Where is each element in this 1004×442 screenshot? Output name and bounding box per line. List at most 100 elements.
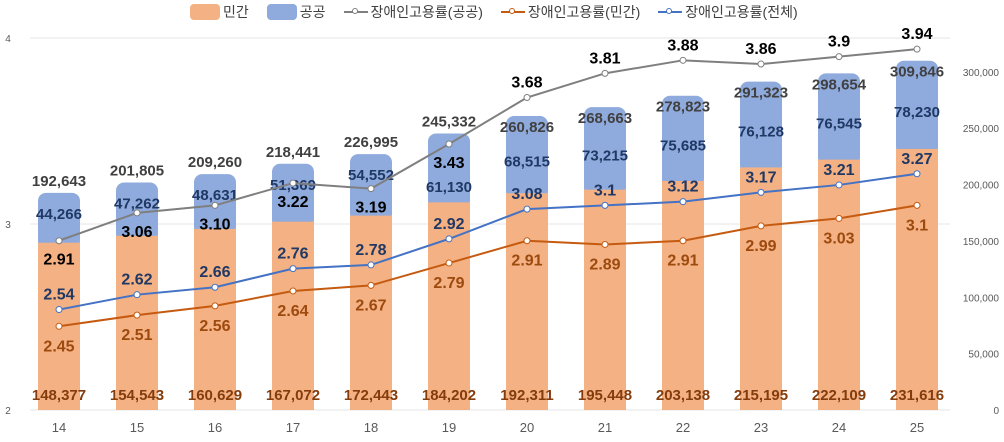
legend: 민간 공공 장애인고용률(공공) 장애인고용률(민간) 장애인고용률(전체) (190, 2, 798, 22)
legend-item-private: 민간 (190, 2, 249, 22)
rate-label: 3.43 (433, 155, 464, 172)
bar-public (818, 73, 860, 166)
right-tick-label: 0 (993, 406, 999, 417)
line-point (757, 222, 765, 230)
line-point (55, 306, 63, 314)
public-count-label: 76,128 (738, 124, 784, 141)
bar-private-cap (38, 242, 80, 251)
x-tick-label: 23 (754, 420, 768, 435)
private-count-label: 231,616 (890, 387, 944, 404)
bar-private (740, 167, 782, 410)
line-point (367, 281, 375, 289)
line-point (133, 291, 141, 299)
bar-public (662, 95, 704, 188)
total-count-label: 245,332 (422, 113, 476, 130)
line-point (835, 214, 843, 222)
line-point (367, 261, 375, 269)
private-count-label: 160,629 (188, 387, 242, 404)
line-point (601, 240, 609, 248)
line-point (913, 201, 921, 209)
private-count-label: 148,377 (32, 387, 86, 404)
line-point (289, 287, 297, 295)
legend-item-rate-private: 장애인고용률(민간) (500, 2, 641, 22)
line-point (211, 283, 219, 291)
legend-label: 민간 (223, 4, 249, 20)
rate-label: 3.86 (745, 41, 776, 58)
rate-label: 2.64 (277, 303, 308, 320)
line-point (445, 259, 453, 267)
bar-private (662, 181, 704, 410)
rate-label: 3.68 (511, 75, 542, 92)
rate-label: 2.89 (589, 256, 620, 273)
total-count-label: 268,663 (578, 110, 632, 127)
rate-label: 3.21 (823, 162, 854, 179)
bar-private (506, 193, 548, 410)
right-tick-label: 250,000 (963, 124, 1000, 135)
line-point (55, 237, 63, 245)
rate-label: 2.51 (121, 327, 152, 344)
x-tick-label: 15 (130, 420, 144, 435)
rate-label: 3.1 (906, 217, 928, 234)
rate-label: 3.17 (745, 169, 776, 186)
legend-line (500, 8, 525, 14)
rate-label: 2.66 (199, 264, 230, 281)
line-point (601, 69, 609, 77)
line-point (679, 56, 687, 64)
bar-private-cap (896, 148, 938, 157)
line-point (679, 198, 687, 206)
rate-label: 3.22 (277, 194, 308, 211)
right-tick-label: 200,000 (963, 181, 1000, 192)
private-count-label: 203,138 (656, 387, 710, 404)
line-point (133, 311, 141, 319)
bar-public (740, 81, 782, 174)
legend-label: 장애인고용률(민간) (527, 4, 641, 20)
bar-private (350, 215, 392, 410)
rate-label: 2.91 (667, 253, 698, 270)
public-count-label: 44,266 (36, 206, 82, 223)
x-tick-label: 18 (364, 420, 378, 435)
bar-public (506, 115, 548, 200)
x-tick-label: 24 (832, 420, 846, 435)
bar-private (896, 148, 938, 411)
rate-label: 2.91 (43, 252, 74, 269)
x-tick-label: 20 (520, 420, 534, 435)
legend-swatch (190, 4, 220, 20)
bar-private (194, 228, 236, 410)
legend-item-public: 공공 (266, 2, 326, 22)
right-tick-label: 300,000 (963, 68, 1000, 79)
rate-label: 3.1 (594, 182, 616, 199)
rate-label: 3.27 (901, 151, 932, 168)
total-count-label: 201,805 (110, 163, 164, 180)
line-point (289, 265, 297, 273)
public-count-label: 78,230 (894, 104, 940, 121)
bar-private (584, 189, 626, 410)
legend-label: 공공 (299, 4, 326, 20)
bar-private-cap (194, 228, 236, 237)
bar-private-cap (740, 167, 782, 176)
left-tick-label: 4 (5, 34, 11, 45)
rate-label: 3.10 (199, 216, 230, 233)
rate-label: 2.56 (199, 318, 230, 335)
line-point (133, 209, 141, 217)
line-point (679, 237, 687, 245)
total-count-label: 226,995 (344, 134, 398, 151)
x-tick-label: 17 (286, 420, 300, 435)
legend-line (343, 8, 368, 14)
x-tick-label: 16 (208, 420, 222, 435)
line-point (913, 45, 921, 53)
line-point (835, 181, 843, 189)
rate-label: 3.94 (901, 26, 932, 43)
rate-label: 3.12 (667, 179, 698, 196)
bar-private (428, 202, 470, 410)
private-count-label: 184,202 (422, 387, 476, 404)
rate-label: 3.81 (589, 50, 620, 67)
bar-private-cap (584, 189, 626, 198)
bar-public (428, 133, 470, 209)
rate-label: 2.76 (277, 246, 308, 263)
bar-public (584, 107, 626, 196)
private-count-label: 222,109 (812, 387, 866, 404)
bar-private-cap (428, 202, 470, 211)
right-tick-label: 50,000 (968, 350, 999, 361)
line-3 (58, 204, 918, 328)
private-count-label: 195,448 (578, 387, 632, 404)
